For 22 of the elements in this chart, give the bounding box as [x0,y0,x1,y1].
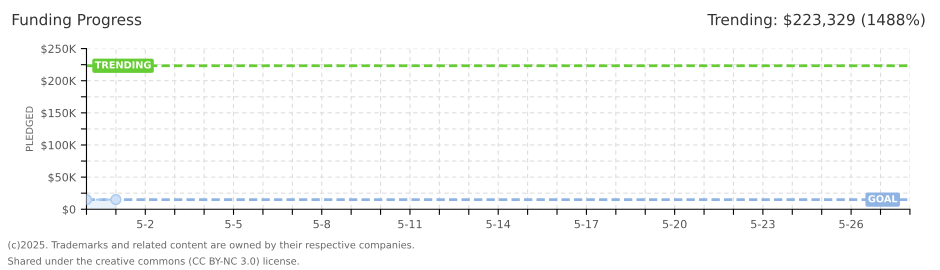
y-tick-label: $0 [62,205,76,216]
y-tick-label: $100K [41,140,76,151]
x-tick-label: 5-23 [751,220,775,228]
ref-line-label: TRENDING [94,61,151,69]
text: Shared under the creative commons (CC BY-NC 3.0) license. [8,257,299,266]
chart-subtitle: Trending: $223,329 (1488%) [707,14,925,28]
y-tick-label: $50K [48,172,76,183]
x-tick-label: 5-26 [839,220,864,228]
x-tick-label: 5-11 [398,220,422,228]
x-tick-label: 5-8 [314,220,330,228]
y-tick-label: $250K [41,44,76,54]
text: (c)2025. Trademarks and related content are owned by their respective companies. [8,240,414,250]
x-tick-label: 5-17 [574,220,598,228]
x-tick-label: 5-2 [137,220,154,228]
x-tick-label: 5-14 [486,220,510,228]
y-axis-title: PLEDGED [26,106,34,152]
y-tick-label: $200K [41,76,76,87]
ref-line-label: GOAL [868,195,898,202]
y-tick-label: $150K [41,108,76,119]
chart-title: Funding Progress [12,14,142,28]
x-tick-label: 5-20 [662,220,687,228]
x-tick-label: 5-5 [225,220,242,228]
